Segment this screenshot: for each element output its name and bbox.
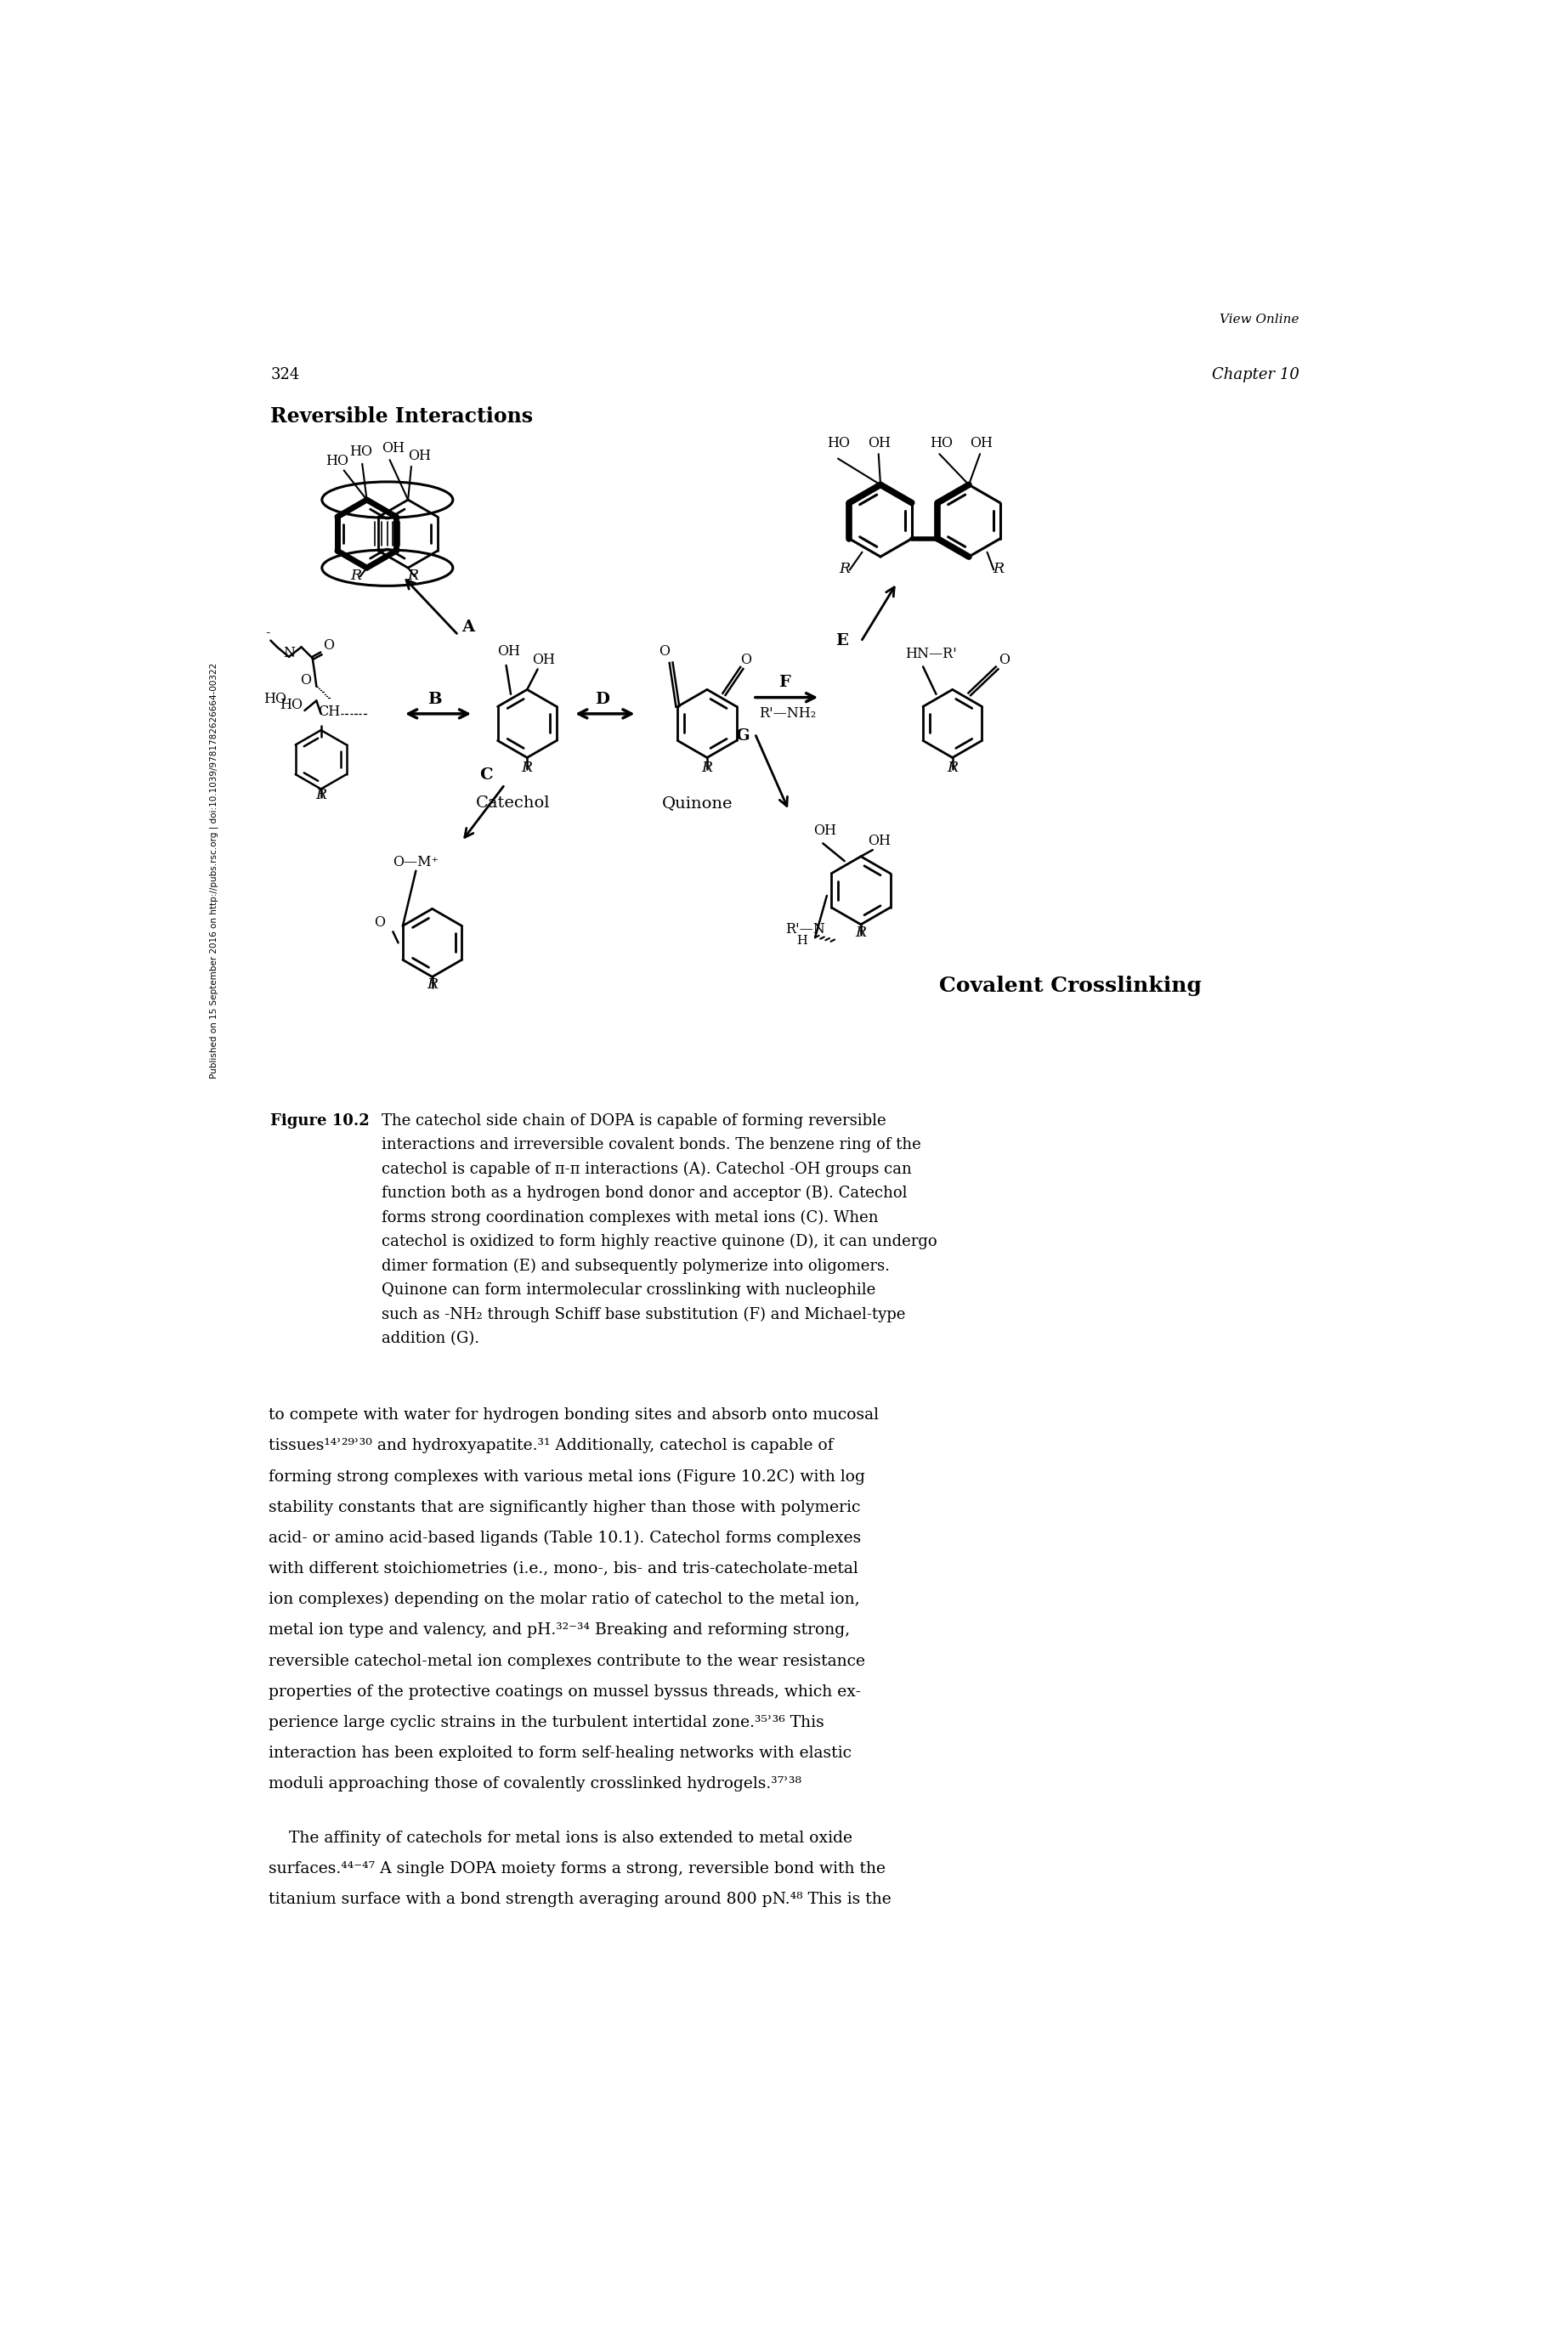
Text: OH: OH (408, 449, 431, 463)
Text: dimer formation (E) and subsequently polymerize into oligomers.: dimer formation (E) and subsequently pol… (383, 1259, 891, 1273)
Text: Covalent Crosslinking: Covalent Crosslinking (939, 975, 1201, 996)
Text: G: G (735, 728, 750, 742)
Text: Quinone can form intermolecular crosslinking with nucleophile: Quinone can form intermolecular crosslin… (383, 1283, 877, 1297)
Text: O: O (659, 644, 670, 658)
Text: perience large cyclic strains in the turbulent intertidal zone.³⁵ʾ³⁶ This: perience large cyclic strains in the tur… (268, 1715, 825, 1731)
Text: H: H (797, 935, 808, 947)
Text: OH: OH (383, 442, 405, 456)
Text: R: R (315, 787, 326, 803)
Text: R: R (855, 926, 867, 940)
Text: O: O (323, 639, 334, 653)
Text: interactions and irreversible covalent bonds. The benzene ring of the: interactions and irreversible covalent b… (383, 1137, 922, 1153)
Text: Chapter 10: Chapter 10 (1212, 366, 1300, 383)
Text: Quinone: Quinone (662, 796, 732, 810)
Text: O: O (301, 674, 312, 688)
Text: to compete with water for hydrogen bonding sites and absorb onto mucosal: to compete with water for hydrogen bondi… (268, 1407, 878, 1423)
Text: OH: OH (533, 653, 555, 667)
Text: catechol is capable of π-π interactions (A). Catechol -OH groups can: catechol is capable of π-π interactions … (383, 1160, 913, 1177)
Text: C: C (480, 768, 492, 782)
Text: HO: HO (350, 444, 372, 458)
Text: tissues¹⁴ʾ²⁹ʾ³⁰ and hydroxyapatite.³¹ Additionally, catechol is capable of: tissues¹⁴ʾ²⁹ʾ³⁰ and hydroxyapatite.³¹ Ad… (268, 1438, 834, 1454)
Text: Catechol: Catechol (475, 796, 550, 810)
Text: CH: CH (318, 705, 340, 719)
Text: R: R (350, 568, 361, 583)
Text: acid- or amino acid-based ligands (Table 10.1). Catechol forms complexes: acid- or amino acid-based ligands (Table… (268, 1532, 861, 1546)
Text: O: O (375, 916, 386, 930)
Text: function both as a hydrogen bond donor and acceptor (B). Catechol: function both as a hydrogen bond donor a… (383, 1186, 908, 1200)
Text: F: F (778, 674, 790, 691)
Text: R: R (408, 568, 419, 583)
Text: Figure 10.2: Figure 10.2 (271, 1113, 370, 1128)
Text: OH: OH (814, 824, 837, 839)
Text: surfaces.⁴⁴⁻⁴⁷ A single DOPA moiety forms a strong, reversible bond with the: surfaces.⁴⁴⁻⁴⁷ A single DOPA moiety form… (268, 1860, 886, 1877)
Text: R'—NH₂: R'—NH₂ (759, 707, 817, 721)
Text: reversible catechol-metal ion complexes contribute to the wear resistance: reversible catechol-metal ion complexes … (268, 1654, 866, 1668)
Text: R'—N: R'—N (786, 921, 825, 937)
Text: OH: OH (867, 437, 891, 451)
Text: The catechol side chain of DOPA is capable of forming reversible: The catechol side chain of DOPA is capab… (383, 1113, 886, 1128)
Text: stability constants that are significantly higher than those with polymeric: stability constants that are significant… (268, 1499, 861, 1515)
Text: HN—R': HN—R' (905, 646, 956, 662)
Text: HO: HO (263, 691, 287, 707)
Text: OH: OH (867, 834, 891, 848)
Text: forms strong coordination complexes with metal ions (C). When: forms strong coordination complexes with… (383, 1210, 878, 1226)
Text: 324: 324 (271, 366, 299, 383)
Text: Published on 15 September 2016 on http://pubs.rsc.org | doi:10.1039/978178262666: Published on 15 September 2016 on http:/… (210, 662, 220, 1078)
Text: D: D (596, 691, 610, 707)
Text: OH: OH (497, 644, 521, 658)
Text: interaction has been exploited to form self-healing networks with elastic: interaction has been exploited to form s… (268, 1745, 851, 1762)
Text: HO: HO (930, 437, 952, 451)
Text: R: R (839, 561, 850, 576)
Text: -: - (265, 625, 270, 639)
Text: O—M⁺: O—M⁺ (394, 855, 439, 869)
Text: catechol is oxidized to form highly reactive quinone (D), it can undergo: catechol is oxidized to form highly reac… (383, 1233, 938, 1250)
Text: HO: HO (326, 453, 348, 467)
Text: O: O (999, 653, 1010, 667)
Text: R: R (522, 761, 533, 775)
Text: N: N (282, 646, 295, 660)
Text: E: E (836, 634, 848, 648)
Text: properties of the protective coatings on mussel byssus threads, which ex-: properties of the protective coatings on… (268, 1684, 861, 1701)
Text: metal ion type and valency, and pH.³²⁻³⁴ Breaking and reforming strong,: metal ion type and valency, and pH.³²⁻³⁴… (268, 1623, 850, 1637)
Text: ion complexes) depending on the molar ratio of catechol to the metal ion,: ion complexes) depending on the molar ra… (268, 1593, 859, 1607)
Text: titanium surface with a bond strength averaging around 800 pN.⁴⁸ This is the: titanium surface with a bond strength av… (268, 1891, 891, 1907)
Text: forming strong complexes with various metal ions (Figure 10.2C) with log: forming strong complexes with various me… (268, 1468, 866, 1485)
Text: OH: OH (971, 437, 993, 451)
Text: R: R (993, 561, 1004, 576)
Text: The affinity of catechols for metal ions is also extended to metal oxide: The affinity of catechols for metal ions… (268, 1830, 853, 1846)
Text: R: R (947, 761, 958, 775)
Text: R: R (701, 761, 712, 775)
Text: addition (G).: addition (G). (383, 1332, 480, 1346)
Text: moduli approaching those of covalently crosslinked hydrogels.³⁷ʾ³⁸: moduli approaching those of covalently c… (268, 1776, 801, 1792)
Text: O: O (740, 653, 751, 667)
Text: Reversible Interactions: Reversible Interactions (271, 406, 533, 428)
Text: with different stoichiometries (i.e., mono-, bis- and tris-catecholate-metal: with different stoichiometries (i.e., mo… (268, 1562, 858, 1576)
Text: View Online: View Online (1220, 312, 1300, 324)
Text: such as -NH₂ through Schiff base substitution (F) and Michael-type: such as -NH₂ through Schiff base substit… (383, 1306, 906, 1322)
Text: R: R (426, 977, 437, 991)
Text: A: A (461, 620, 475, 634)
Text: HO: HO (281, 698, 303, 712)
Text: B: B (426, 693, 441, 707)
Text: HO: HO (826, 437, 850, 451)
